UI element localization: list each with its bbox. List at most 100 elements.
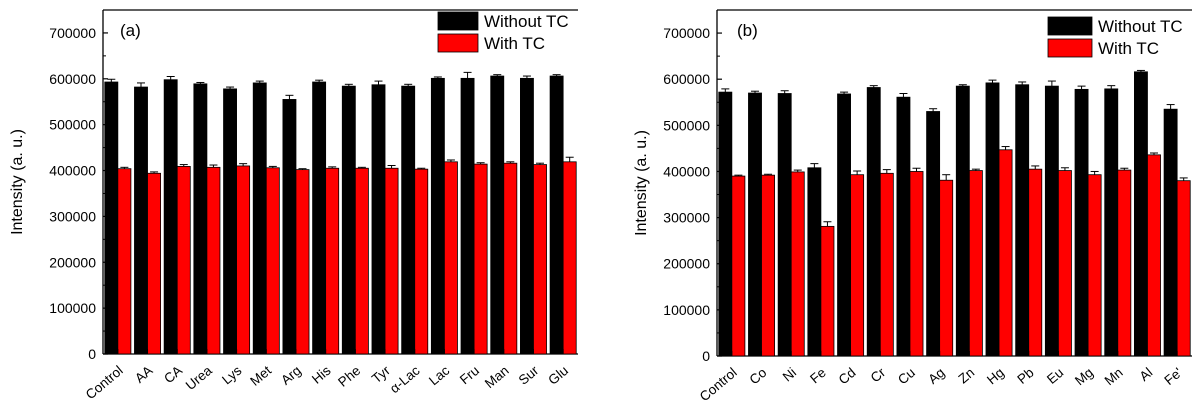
bar-with-tc xyxy=(998,149,1013,357)
x-tick-label: Cu xyxy=(895,365,918,388)
x-tick-label: Ni xyxy=(780,365,799,385)
x-tick-label: CA xyxy=(161,363,185,387)
y-tick-label: 400000 xyxy=(49,163,96,179)
bar-without-tc xyxy=(312,81,327,355)
bar-with-tc xyxy=(444,161,458,355)
panel-label: (a) xyxy=(120,21,141,40)
y-tick-label: 100000 xyxy=(49,300,96,316)
y-tick-label: 700000 xyxy=(663,25,710,41)
bar-with-tc xyxy=(176,166,191,355)
bar-without-tc xyxy=(401,85,416,355)
x-tick-label: Mg xyxy=(1072,365,1096,389)
bar-without-tc xyxy=(430,77,445,355)
x-tick-label: AA xyxy=(132,363,155,386)
bar-with-tc xyxy=(1176,180,1191,357)
y-tick-label: 0 xyxy=(88,346,96,362)
legend-swatch xyxy=(1047,16,1093,36)
legend-swatch xyxy=(437,33,479,53)
bar-without-tc xyxy=(341,85,356,355)
x-tick-label: Man xyxy=(482,363,512,391)
bar-with-tc xyxy=(473,163,488,355)
bar-with-tc xyxy=(850,174,865,357)
bar-with-tc xyxy=(731,175,746,357)
x-tick-label: Fru xyxy=(457,363,482,388)
y-tick-label: 200000 xyxy=(663,256,710,272)
legend-label: Without TC xyxy=(1098,17,1183,36)
y-tick-label: 500000 xyxy=(49,117,96,133)
bar-with-tc xyxy=(790,171,805,357)
x-tick-label: Lac xyxy=(426,363,453,389)
x-tick-label: Fe xyxy=(807,365,829,387)
bar-with-tc xyxy=(265,167,280,355)
bar-with-tc xyxy=(117,168,132,355)
bar-with-tc xyxy=(1028,168,1043,357)
bar-without-tc xyxy=(549,75,564,355)
x-tick-label: Urea xyxy=(183,362,215,393)
bar-with-tc xyxy=(1147,154,1161,357)
bar-with-tc xyxy=(562,161,577,355)
y-tick-label: 600000 xyxy=(663,71,710,87)
bar-with-tc xyxy=(206,166,221,355)
bar-without-tc xyxy=(1104,88,1119,357)
y-axis-label: Intensity (a. u.) xyxy=(9,129,26,235)
bar-without-tc xyxy=(1134,71,1148,357)
bar-with-tc xyxy=(325,167,340,355)
x-tick-label: Control xyxy=(697,365,740,404)
bar-without-tc xyxy=(223,88,237,355)
panel-label: (b) xyxy=(737,21,758,40)
bar-with-tc xyxy=(503,162,518,355)
bar-with-tc xyxy=(533,164,547,355)
x-tick-label: Pb xyxy=(1014,365,1036,387)
y-tick-label: 400000 xyxy=(663,163,710,179)
bar-with-tc xyxy=(879,172,894,357)
y-tick-label: 300000 xyxy=(49,208,96,224)
bar-with-tc xyxy=(1058,170,1072,357)
bar-with-tc xyxy=(909,171,924,357)
bar-without-tc xyxy=(837,93,851,357)
bar-with-tc xyxy=(1117,169,1132,357)
x-tick-label: Glu xyxy=(545,363,571,388)
bar-without-tc xyxy=(520,77,534,355)
x-tick-label: Arg xyxy=(278,363,304,388)
legend-swatch xyxy=(1047,38,1093,58)
bar-with-tc xyxy=(1087,174,1102,357)
bar-without-tc xyxy=(252,82,267,355)
bar-without-tc xyxy=(193,83,208,355)
bar-without-tc xyxy=(748,92,762,357)
bar-without-tc xyxy=(718,91,733,357)
legend-label: With TC xyxy=(1098,39,1159,58)
chart-panel-b: 0 100000 200000 300000 400000 500000 600000 700… xyxy=(633,9,1192,404)
bar-with-tc xyxy=(968,170,983,357)
x-tick-label: Control xyxy=(83,363,126,402)
legend-swatch xyxy=(437,11,479,31)
bar-without-tc xyxy=(371,84,386,355)
bar-with-tc xyxy=(354,167,369,355)
y-tick-label: 500000 xyxy=(663,117,710,133)
bar-without-tc xyxy=(282,99,297,355)
x-tick-label: α-Lac xyxy=(387,363,423,397)
y-tick-label: 0 xyxy=(702,348,710,364)
bar-with-tc xyxy=(820,225,835,357)
y-tick-label: 300000 xyxy=(663,210,710,226)
x-tick-label: Ag xyxy=(925,365,947,387)
chart-panel-a: 0 100000 200000 300000 400000 500000 600000 700… xyxy=(9,9,578,402)
bar-without-tc xyxy=(807,167,822,357)
bar-without-tc xyxy=(1074,88,1089,357)
bar-without-tc xyxy=(163,79,178,355)
bar-without-tc xyxy=(955,85,970,357)
x-tick-label: Cd xyxy=(836,365,859,388)
bar-with-tc xyxy=(147,172,161,355)
bar-without-tc xyxy=(896,96,911,357)
bar-without-tc xyxy=(460,77,475,355)
bar-without-tc xyxy=(1163,108,1178,357)
bar-without-tc xyxy=(1015,84,1030,357)
bar-without-tc xyxy=(777,93,792,357)
bar-with-tc xyxy=(295,169,310,355)
x-tick-label: Met xyxy=(247,363,274,389)
x-tick-label: Fe' xyxy=(1161,365,1185,388)
bar-without-tc xyxy=(104,81,119,355)
bar-with-tc xyxy=(236,165,251,355)
y-tick-label: 100000 xyxy=(663,302,710,318)
legend-label: With TC xyxy=(484,34,545,53)
